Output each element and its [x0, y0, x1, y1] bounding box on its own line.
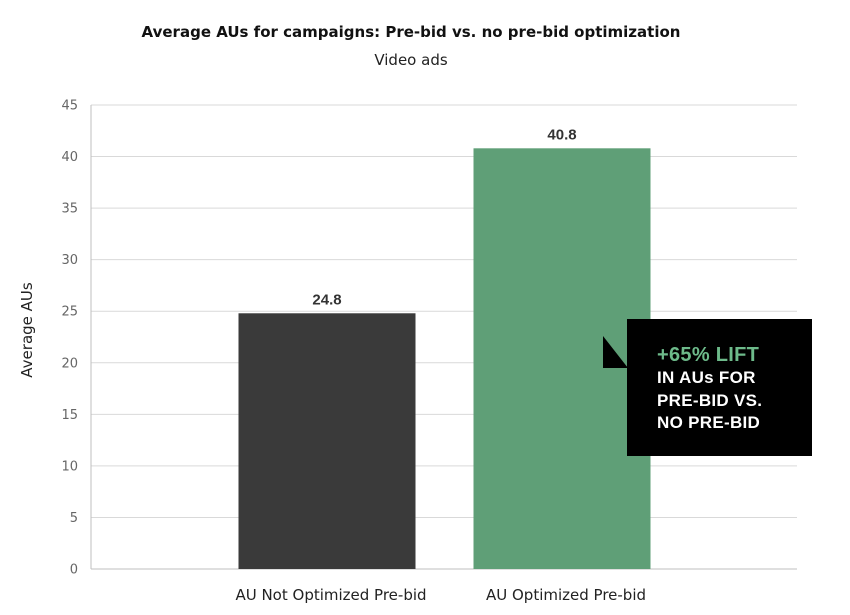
data-label: 24.8	[312, 291, 341, 308]
callout-pointer	[603, 336, 628, 368]
bars	[238, 148, 651, 569]
y-tick-label: 5	[70, 511, 78, 526]
chart-subtitle: Video ads	[374, 51, 448, 69]
bar-2	[473, 148, 651, 569]
y-tick-label: 40	[61, 150, 78, 165]
y-tick-label: 30	[61, 253, 78, 268]
y-axis-label: Average AUs	[18, 282, 36, 378]
x-tick-label: AU Optimized Pre-bid	[486, 586, 646, 604]
callout-headline: +65% LIFT	[657, 344, 760, 366]
callout-line-3: NO PRE-BID	[657, 413, 761, 432]
y-tick-label: 20	[61, 356, 78, 371]
data-label: 40.8	[547, 126, 576, 143]
x-tick-label: AU Not Optimized Pre-bid	[235, 586, 426, 604]
bar-1	[238, 313, 416, 569]
chart-title: Average AUs for campaigns: Pre-bid vs. n…	[141, 23, 681, 41]
callout-line-2: PRE-BID VS.	[657, 390, 763, 410]
y-tick-label: 10	[61, 459, 78, 474]
y-tick-label: 15	[61, 408, 78, 423]
axes	[90, 105, 797, 570]
y-tick-label: 45	[61, 99, 78, 114]
callout-line-1: IN AUs FOR	[657, 368, 756, 387]
y-tick-label: 35	[61, 202, 78, 217]
y-tick-label: 25	[61, 305, 78, 320]
labels: 0 5 10 15 20 25 30 35 40 45 24.8 AU Not Optimized P…	[61, 99, 646, 605]
y-tick-label: 0	[70, 563, 78, 578]
lift-callout: +65% LIFT IN AUs FOR PRE-BID VS. NO PRE-…	[627, 319, 812, 456]
